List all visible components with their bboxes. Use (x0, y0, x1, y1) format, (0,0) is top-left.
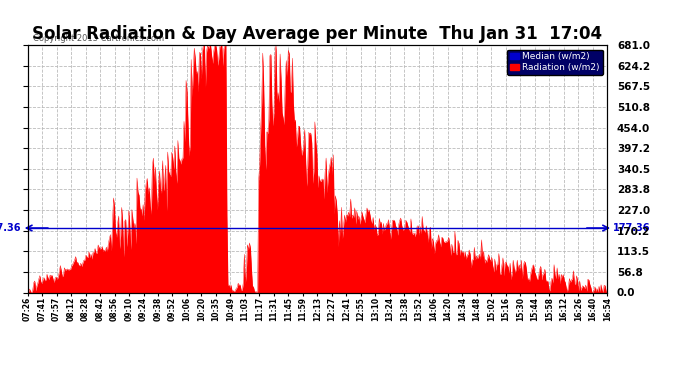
Text: Copyright 2013 Cartronics.com: Copyright 2013 Cartronics.com (33, 33, 164, 42)
Legend: Median (w/m2), Radiation (w/m2): Median (w/m2), Radiation (w/m2) (507, 50, 602, 75)
Title: Solar Radiation & Day Average per Minute  Thu Jan 31  17:04: Solar Radiation & Day Average per Minute… (32, 26, 602, 44)
Text: 177.36: 177.36 (0, 223, 22, 233)
Text: 177.36: 177.36 (613, 223, 651, 233)
